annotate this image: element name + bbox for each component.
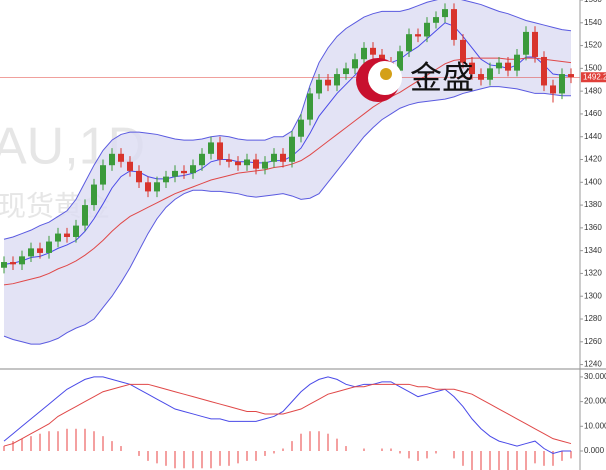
candle-body xyxy=(505,62,511,71)
candle-body xyxy=(10,262,16,265)
candle-body xyxy=(487,68,493,80)
last-price-box xyxy=(581,72,606,83)
candle-body xyxy=(37,248,43,253)
candle-body xyxy=(496,62,502,69)
candle-body xyxy=(280,153,286,162)
candle-body xyxy=(514,54,520,71)
y-tick-label: 1520 xyxy=(584,41,602,50)
y-tick-label: 1420 xyxy=(584,155,602,164)
y-tick-label: 1300 xyxy=(584,291,602,300)
candle-body xyxy=(163,176,169,183)
y-tick-label: 1320 xyxy=(584,269,602,278)
y-tick-label: 10.000 xyxy=(584,421,606,430)
y-tick-label: 1280 xyxy=(584,314,602,323)
candle-body xyxy=(199,153,205,166)
candle-body xyxy=(370,47,376,55)
candle-body xyxy=(262,161,268,169)
y-tick-label: 1260 xyxy=(584,337,602,346)
candle-body xyxy=(532,31,538,57)
y-tick-label: 1460 xyxy=(584,109,602,118)
y-tick-label: 1480 xyxy=(584,86,602,95)
candle-body xyxy=(235,161,241,166)
y-tick-label: 0.000 xyxy=(584,446,605,455)
y-tick-label: 1540 xyxy=(584,18,602,27)
candle-body xyxy=(325,79,331,86)
band-line xyxy=(3,86,571,345)
candle-body xyxy=(541,56,547,86)
y-tick-label: 1400 xyxy=(584,177,602,186)
band-fill xyxy=(4,0,571,345)
y-tick-label: 1360 xyxy=(584,223,602,232)
candle-body xyxy=(73,225,79,237)
candle-body xyxy=(244,159,250,166)
candle-body xyxy=(424,22,430,37)
candle-body xyxy=(208,142,214,154)
logo: 金盛 xyxy=(356,58,474,102)
candle-body xyxy=(226,159,232,162)
y-tick-label: 30.000 xyxy=(584,372,606,381)
y-tick-label: 20.000 xyxy=(584,397,606,406)
candle-body xyxy=(64,233,70,237)
y-tick-label: 1440 xyxy=(584,132,602,141)
logo-text: 金盛 xyxy=(410,59,474,95)
indicator-line xyxy=(3,376,571,454)
candle-body xyxy=(433,17,439,23)
candle-body xyxy=(559,74,565,94)
y-tick-label: 1500 xyxy=(584,63,602,72)
candle-body xyxy=(334,74,340,86)
candle-body xyxy=(136,170,142,183)
candle-body xyxy=(271,153,277,162)
candle-body xyxy=(253,159,259,169)
candle-body xyxy=(343,68,349,75)
candle-body xyxy=(415,34,421,37)
candle-body xyxy=(406,34,412,52)
candle-body xyxy=(451,9,457,40)
candle-body xyxy=(217,142,223,160)
indicator-line xyxy=(3,22,572,265)
band-line xyxy=(3,0,572,240)
candle-body xyxy=(298,119,304,137)
plots xyxy=(0,0,580,470)
candle-body xyxy=(442,9,448,18)
candle-body xyxy=(82,205,88,226)
candle-body xyxy=(352,59,358,69)
y-tick-label: 1560 xyxy=(584,0,602,4)
candle-body xyxy=(289,136,295,162)
logo-dot xyxy=(380,68,392,80)
last-price-label: 1492.2 xyxy=(583,72,606,81)
candle-body xyxy=(181,170,187,174)
candle-body xyxy=(118,153,124,162)
candle-body xyxy=(100,165,106,185)
candle-body xyxy=(28,248,34,257)
candle-body xyxy=(478,74,484,80)
candle-body xyxy=(91,184,97,206)
candle-body xyxy=(127,161,133,171)
candle-body xyxy=(19,256,25,265)
candle-body xyxy=(397,51,403,71)
candle-body xyxy=(46,241,52,253)
y-tick-label: 1380 xyxy=(584,200,602,209)
candle-body xyxy=(145,182,151,192)
candle-body xyxy=(568,74,574,78)
candle-body xyxy=(190,165,196,174)
candle-body xyxy=(550,85,556,94)
candle-body xyxy=(307,93,313,120)
candle-body xyxy=(523,31,529,55)
candle-body xyxy=(460,39,466,63)
y-tick-label: 1240 xyxy=(584,360,602,369)
candle-body xyxy=(172,170,178,177)
candle-body xyxy=(154,182,160,192)
candle-body xyxy=(316,79,322,94)
indicator-line xyxy=(3,383,572,447)
candle-body xyxy=(55,233,61,242)
y-tick-label: 1340 xyxy=(584,246,602,255)
candle-body xyxy=(109,153,115,166)
indicator-line xyxy=(3,57,572,286)
candle-body xyxy=(1,262,7,268)
candle-body xyxy=(469,62,475,75)
candle-body xyxy=(361,47,367,60)
